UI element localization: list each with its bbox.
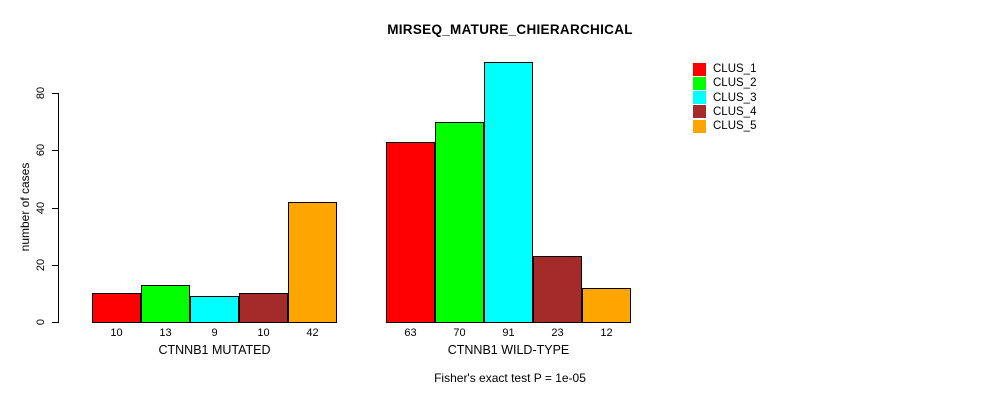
legend-swatch-clus_3 <box>693 91 706 105</box>
bar-clus_3 <box>484 62 533 323</box>
chart-title: MIRSEQ_MATURE_CHIERARCHICAL <box>387 22 633 37</box>
bar-clus_5 <box>582 288 631 323</box>
bar-value-label: 63 <box>404 327 417 339</box>
bar-value-label: 9 <box>211 327 218 339</box>
bar-clus_4 <box>533 256 582 323</box>
legend-item: CLUS_1 <box>693 62 756 76</box>
bar-value-label: 12 <box>600 327 613 339</box>
legend-item: CLUS_4 <box>693 105 756 119</box>
bar-value-label: 13 <box>159 327 172 339</box>
legend-label: CLUS_2 <box>713 77 757 90</box>
legend-swatch-clus_5 <box>693 119 706 133</box>
bar-value-label: 42 <box>306 327 319 339</box>
y-axis-tick <box>52 264 59 266</box>
bar-value-label: 70 <box>453 327 466 339</box>
legend-item: CLUS_2 <box>693 76 756 90</box>
legend: CLUS_1 CLUS_2 CLUS_3 CLUS_4 CLUS_5 <box>693 62 756 133</box>
legend-swatch-clus_4 <box>693 105 706 119</box>
bar-clus_1 <box>386 142 435 323</box>
y-axis-tick-label: 60 <box>35 144 47 157</box>
bar-clus_1 <box>92 293 141 323</box>
legend-label: CLUS_1 <box>713 63 757 76</box>
legend-label: CLUS_3 <box>713 91 757 104</box>
group-label-wild-type: CTNNB1 WILD-TYPE <box>447 343 570 357</box>
bar-clus_4 <box>239 293 288 323</box>
legend-swatch-clus_2 <box>693 76 706 90</box>
legend-item: CLUS_3 <box>693 91 756 105</box>
y-axis-tick <box>52 93 59 94</box>
bar-clus_3 <box>190 296 239 323</box>
y-axis-tick-label: 0 <box>35 318 47 326</box>
bar-value-label: 23 <box>551 327 564 339</box>
bar-value-label: 10 <box>257 327 270 339</box>
legend-label: CLUS_4 <box>713 105 757 118</box>
bar-clus_2 <box>141 285 190 323</box>
annotation-fisher-test: Fisher's exact test P = 1e-05 <box>434 371 586 385</box>
y-axis-tick-label: 40 <box>35 201 47 214</box>
legend-label: CLUS_5 <box>713 120 757 133</box>
y-axis-label: number of cases <box>18 162 32 252</box>
legend-item: CLUS_5 <box>693 119 756 133</box>
bar-clus_5 <box>288 202 337 323</box>
y-axis-tick <box>52 150 59 152</box>
y-axis-tick-label: 20 <box>35 258 47 271</box>
y-axis-tick-label: 80 <box>35 86 47 100</box>
bar-value-label: 91 <box>502 327 515 339</box>
bar-value-label: 10 <box>110 327 123 339</box>
group-label-mutated: CTNNB1 MUTATED <box>158 343 271 357</box>
y-axis-tick <box>52 207 59 209</box>
legend-swatch-clus_1 <box>693 62 706 76</box>
bar-clus_2 <box>435 122 484 323</box>
y-axis-tick <box>52 322 59 323</box>
